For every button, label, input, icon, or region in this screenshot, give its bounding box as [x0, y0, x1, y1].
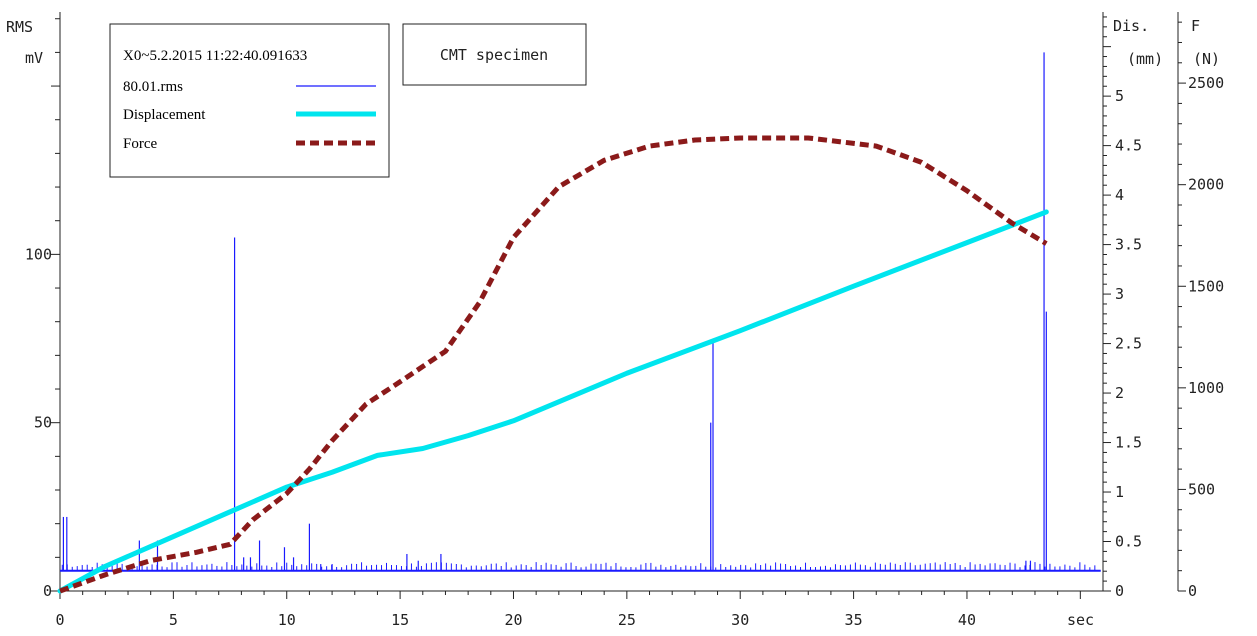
dis-axis-label: Dis.	[1113, 17, 1149, 35]
force-axis-label: F	[1191, 17, 1200, 35]
rms-tick-label: 50	[34, 414, 52, 432]
x-tick-label: 5	[169, 611, 178, 629]
dis-tick-label: 0	[1115, 582, 1124, 600]
x-tick-label: 10	[278, 611, 296, 629]
force-series-line	[59, 135, 1048, 594]
rms-tick-label: 100	[25, 245, 52, 263]
rms-tick-label: 0	[43, 582, 52, 600]
dis-tick-label: 4.5	[1115, 137, 1142, 155]
force-tick-label: 1500	[1188, 277, 1224, 295]
annotation-box	[402, 23, 587, 86]
legend-label-2: Force	[123, 136, 157, 152]
legend-label-1: Displacement	[123, 107, 206, 123]
dis-axis-unit: (mm)	[1127, 50, 1163, 68]
dis-tick-label: 0.5	[1115, 533, 1142, 551]
dis-tick-label: 1.5	[1115, 434, 1142, 452]
force-tick-label: 2500	[1188, 74, 1224, 92]
x-axis-label: sec	[1067, 611, 1094, 629]
legend-header: X0~5.2.2015 11:22:40.091633	[123, 48, 307, 64]
displacement-series-line	[57, 209, 1049, 594]
x-tick-label: 20	[504, 611, 522, 629]
dis-tick-label: 3.5	[1115, 236, 1142, 254]
force-tick-label: 0	[1188, 582, 1197, 600]
dis-tick-label: 5	[1115, 87, 1124, 105]
x-tick-label: 25	[618, 611, 636, 629]
dis-tick-label: 2	[1115, 384, 1124, 402]
annotation: CMT specimen	[402, 23, 587, 86]
annotation-text: CMT specimen	[440, 46, 548, 64]
x-tick-label: 15	[391, 611, 409, 629]
legend-box	[109, 23, 390, 178]
x-tick-label: 40	[958, 611, 976, 629]
dis-tick-label: 1	[1115, 483, 1124, 501]
rms-axis-unit: mV	[25, 49, 43, 67]
force-tick-label: 1000	[1188, 379, 1224, 397]
force-tick-label: 2000	[1188, 176, 1224, 194]
x-tick-label: 0	[55, 611, 64, 629]
legend: X0~5.2.2015 11:22:40.091633 80.01.rms Disp…	[109, 23, 390, 178]
x-tick-label: 30	[731, 611, 749, 629]
dis-tick-label: 2.5	[1115, 335, 1142, 353]
force-tick-label: 500	[1188, 480, 1215, 498]
series-group	[57, 52, 1101, 594]
force-axis-unit: (N)	[1193, 50, 1220, 68]
rms-noise	[61, 562, 1096, 571]
dis-tick-label: 3	[1115, 285, 1124, 303]
dis-tick-label: 4	[1115, 186, 1124, 204]
legend-label-0: 80.01.rms	[123, 79, 183, 95]
rms-axis-label: RMS	[6, 18, 33, 36]
x-tick-label: 35	[845, 611, 863, 629]
